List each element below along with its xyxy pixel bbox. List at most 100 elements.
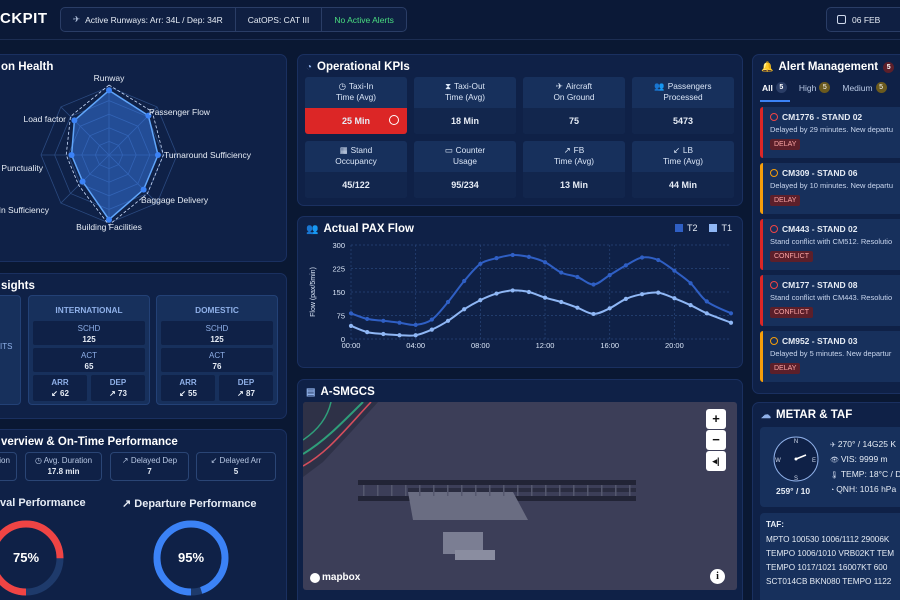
alert-tab-high[interactable]: High 5 <box>799 82 831 93</box>
data-point-t1[interactable] <box>607 306 612 311</box>
people-icon: 👥 <box>654 81 665 91</box>
kpi-card[interactable]: ↙ LB Time (Avg) 44 Min <box>632 141 734 198</box>
alert-tab-all[interactable]: All 5 <box>762 82 787 93</box>
kpi-card[interactable]: 👥 Passengers Processed 5473 <box>632 77 734 134</box>
radar-point[interactable] <box>106 87 112 94</box>
radar-point[interactable] <box>71 117 78 124</box>
catops-status[interactable]: CatOPS: CAT III <box>236 8 323 31</box>
taxiway-connector <box>531 485 533 496</box>
alert-tab-medium[interactable]: Medium 5 <box>842 82 887 93</box>
radar-point[interactable] <box>145 112 152 119</box>
alert-card[interactable]: CM309 - STAND 06 Delayed by 10 minutes. N… <box>760 163 900 214</box>
data-point-t2[interactable] <box>688 281 693 286</box>
data-point-t2[interactable] <box>656 257 661 263</box>
arrival-gauge: 75% <box>0 520 64 596</box>
asmgcs-map[interactable] <box>303 402 737 590</box>
data-point-t1[interactable] <box>429 327 434 332</box>
legend-t2[interactable]: T2 <box>674 223 697 233</box>
kpi-card[interactable]: ⧗ Taxi-Out Time (Avg) 18 Min <box>414 77 516 134</box>
runway-status[interactable]: ✈ Active Runways: Arr: 34L / Dep: 34R <box>61 8 236 31</box>
data-point-t1[interactable] <box>381 331 386 337</box>
data-point-t1[interactable] <box>575 305 580 310</box>
alert-card[interactable]: CM952 - STAND 03 Delayed by 5 minutes. Ne… <box>760 331 900 382</box>
data-point-t2[interactable] <box>462 278 467 284</box>
data-point-t2[interactable] <box>607 272 612 278</box>
kpi-card[interactable]: ◷ Taxi-In Time (Avg) 25 Min <box>305 77 407 134</box>
kpi-card[interactable]: ▭ Counter Usage 95/234 <box>414 141 516 198</box>
data-point-t1[interactable] <box>639 292 645 297</box>
legend-t1[interactable]: T1 <box>709 223 732 233</box>
data-point-t2[interactable] <box>445 299 451 305</box>
data-point-t2[interactable] <box>672 268 677 273</box>
dep-label: DEP <box>109 378 127 387</box>
data-point-t2[interactable] <box>704 299 709 304</box>
data-point-t1[interactable] <box>623 296 628 301</box>
data-point-t1[interactable] <box>526 289 531 295</box>
data-point-t2[interactable] <box>623 263 628 268</box>
radar-point[interactable] <box>140 186 147 193</box>
data-point-t1[interactable] <box>445 318 451 323</box>
info-icon[interactable]: i <box>710 569 725 584</box>
kpi-value: 13 Min <box>523 172 625 198</box>
radar-point[interactable] <box>79 178 86 185</box>
radar-point[interactable] <box>68 152 75 158</box>
plane-icon: ✈ <box>555 81 563 91</box>
radar-axis-label: Runway <box>94 73 125 83</box>
kpi-card[interactable]: ✈ Aircraft On Ground 75 <box>523 77 625 134</box>
data-point-t1[interactable] <box>559 299 564 305</box>
compass-reset-button[interactable]: ◂| <box>706 451 726 471</box>
data-point-t1[interactable] <box>397 333 402 338</box>
data-point-t1[interactable] <box>365 330 370 335</box>
date-picker[interactable]: 06 FEB <box>826 7 900 32</box>
data-point-t1[interactable] <box>413 333 418 338</box>
alert-card[interactable]: CM1776 - STAND 02 Delayed by 29 minutes. … <box>760 107 900 158</box>
pressure-icon: ◔ <box>830 487 837 494</box>
data-point-t2[interactable] <box>542 260 548 265</box>
data-point-t1[interactable] <box>672 296 677 301</box>
data-point-t2[interactable] <box>559 270 564 275</box>
mapbox-logo[interactable]: mapbox <box>310 572 360 583</box>
act-label: ACT <box>209 351 225 360</box>
data-point-t2[interactable] <box>639 255 645 260</box>
data-point-t1[interactable] <box>494 291 499 296</box>
data-point-t1[interactable] <box>462 307 467 312</box>
data-point-t1[interactable] <box>688 303 693 308</box>
kpi-card[interactable]: ▦ Stand Occupancy 45/122 <box>305 141 407 198</box>
radar-point[interactable] <box>106 216 112 223</box>
data-point-t2[interactable] <box>348 311 354 316</box>
arr-label: ARR <box>51 378 69 387</box>
data-point-t2[interactable] <box>381 318 386 323</box>
zoom-out-button[interactable]: − <box>706 430 726 450</box>
zoom-in-button[interactable]: + <box>706 409 726 429</box>
data-point-t2[interactable] <box>728 311 734 316</box>
data-point-t2[interactable] <box>429 317 434 322</box>
data-point-t1[interactable] <box>478 298 483 303</box>
data-point-t2[interactable] <box>575 274 580 280</box>
data-point-t1[interactable] <box>510 288 515 293</box>
arr-value: ↙ 62 <box>51 389 69 398</box>
data-point-t1[interactable] <box>656 290 661 295</box>
alert-status[interactable]: No Active Alerts <box>322 8 406 31</box>
data-point-t2[interactable] <box>591 282 596 287</box>
data-point-t2[interactable] <box>526 254 531 260</box>
data-point-t1[interactable] <box>542 295 548 300</box>
data-point-t1[interactable] <box>728 320 734 325</box>
kpi-card[interactable]: ↗ FB Time (Avg) 13 Min <box>523 141 625 198</box>
data-point-t2[interactable] <box>413 322 418 327</box>
kpi-label: ▭ Counter Usage <box>414 141 516 172</box>
radar-axis-label: Punctuality <box>1 163 43 173</box>
x-tick-label: 20:00 <box>665 341 684 350</box>
radar-point[interactable] <box>154 152 161 158</box>
data-point-t1[interactable] <box>704 311 709 316</box>
alert-card[interactable]: CM443 - STAND 02 Stand conflict with CM51… <box>760 219 900 270</box>
data-point-t1[interactable] <box>348 323 354 328</box>
data-point-t1[interactable] <box>591 311 596 317</box>
alert-card[interactable]: CM177 - STAND 08 Stand conflict with CM44… <box>760 275 900 326</box>
data-point-t2[interactable] <box>365 316 370 322</box>
international-arr: ARR ↙ 62 <box>33 375 87 401</box>
people-icon: 👥 <box>306 223 319 235</box>
data-point-t2[interactable] <box>478 261 483 266</box>
data-point-t2[interactable] <box>510 252 515 258</box>
data-point-t2[interactable] <box>494 256 499 261</box>
data-point-t2[interactable] <box>397 320 402 325</box>
